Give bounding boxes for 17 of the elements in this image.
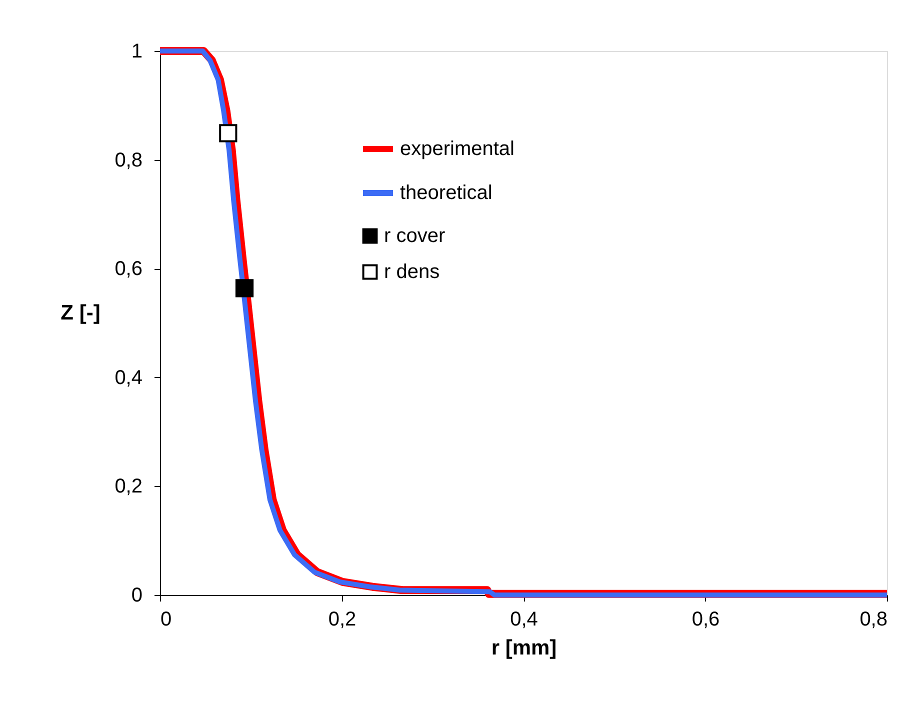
- y-tick-label: 0,2: [114, 476, 142, 498]
- legend-label: theoretical: [400, 182, 492, 204]
- y-axis-title: Z [-]: [60, 302, 100, 324]
- x-tick-label: 0,8: [860, 608, 888, 630]
- y-tick-label: 1: [131, 40, 142, 62]
- legend-label: r dens: [384, 261, 440, 283]
- y-tick-label: 0: [131, 584, 142, 606]
- legend-label: experimental: [400, 138, 515, 160]
- y-tick-label: 0,8: [114, 149, 142, 172]
- legend-label: r cover: [384, 225, 446, 247]
- y-tick-label: 0,4: [114, 366, 142, 389]
- x-tick-label: 0,4: [510, 608, 538, 630]
- x-axis-title: r [mm]: [491, 636, 557, 660]
- x-tick-label: 0: [160, 608, 172, 630]
- y-tick-label: 0,6: [114, 258, 142, 280]
- x-tick-label: 0,6: [692, 608, 720, 630]
- x-tick-label: 0,2: [328, 608, 356, 630]
